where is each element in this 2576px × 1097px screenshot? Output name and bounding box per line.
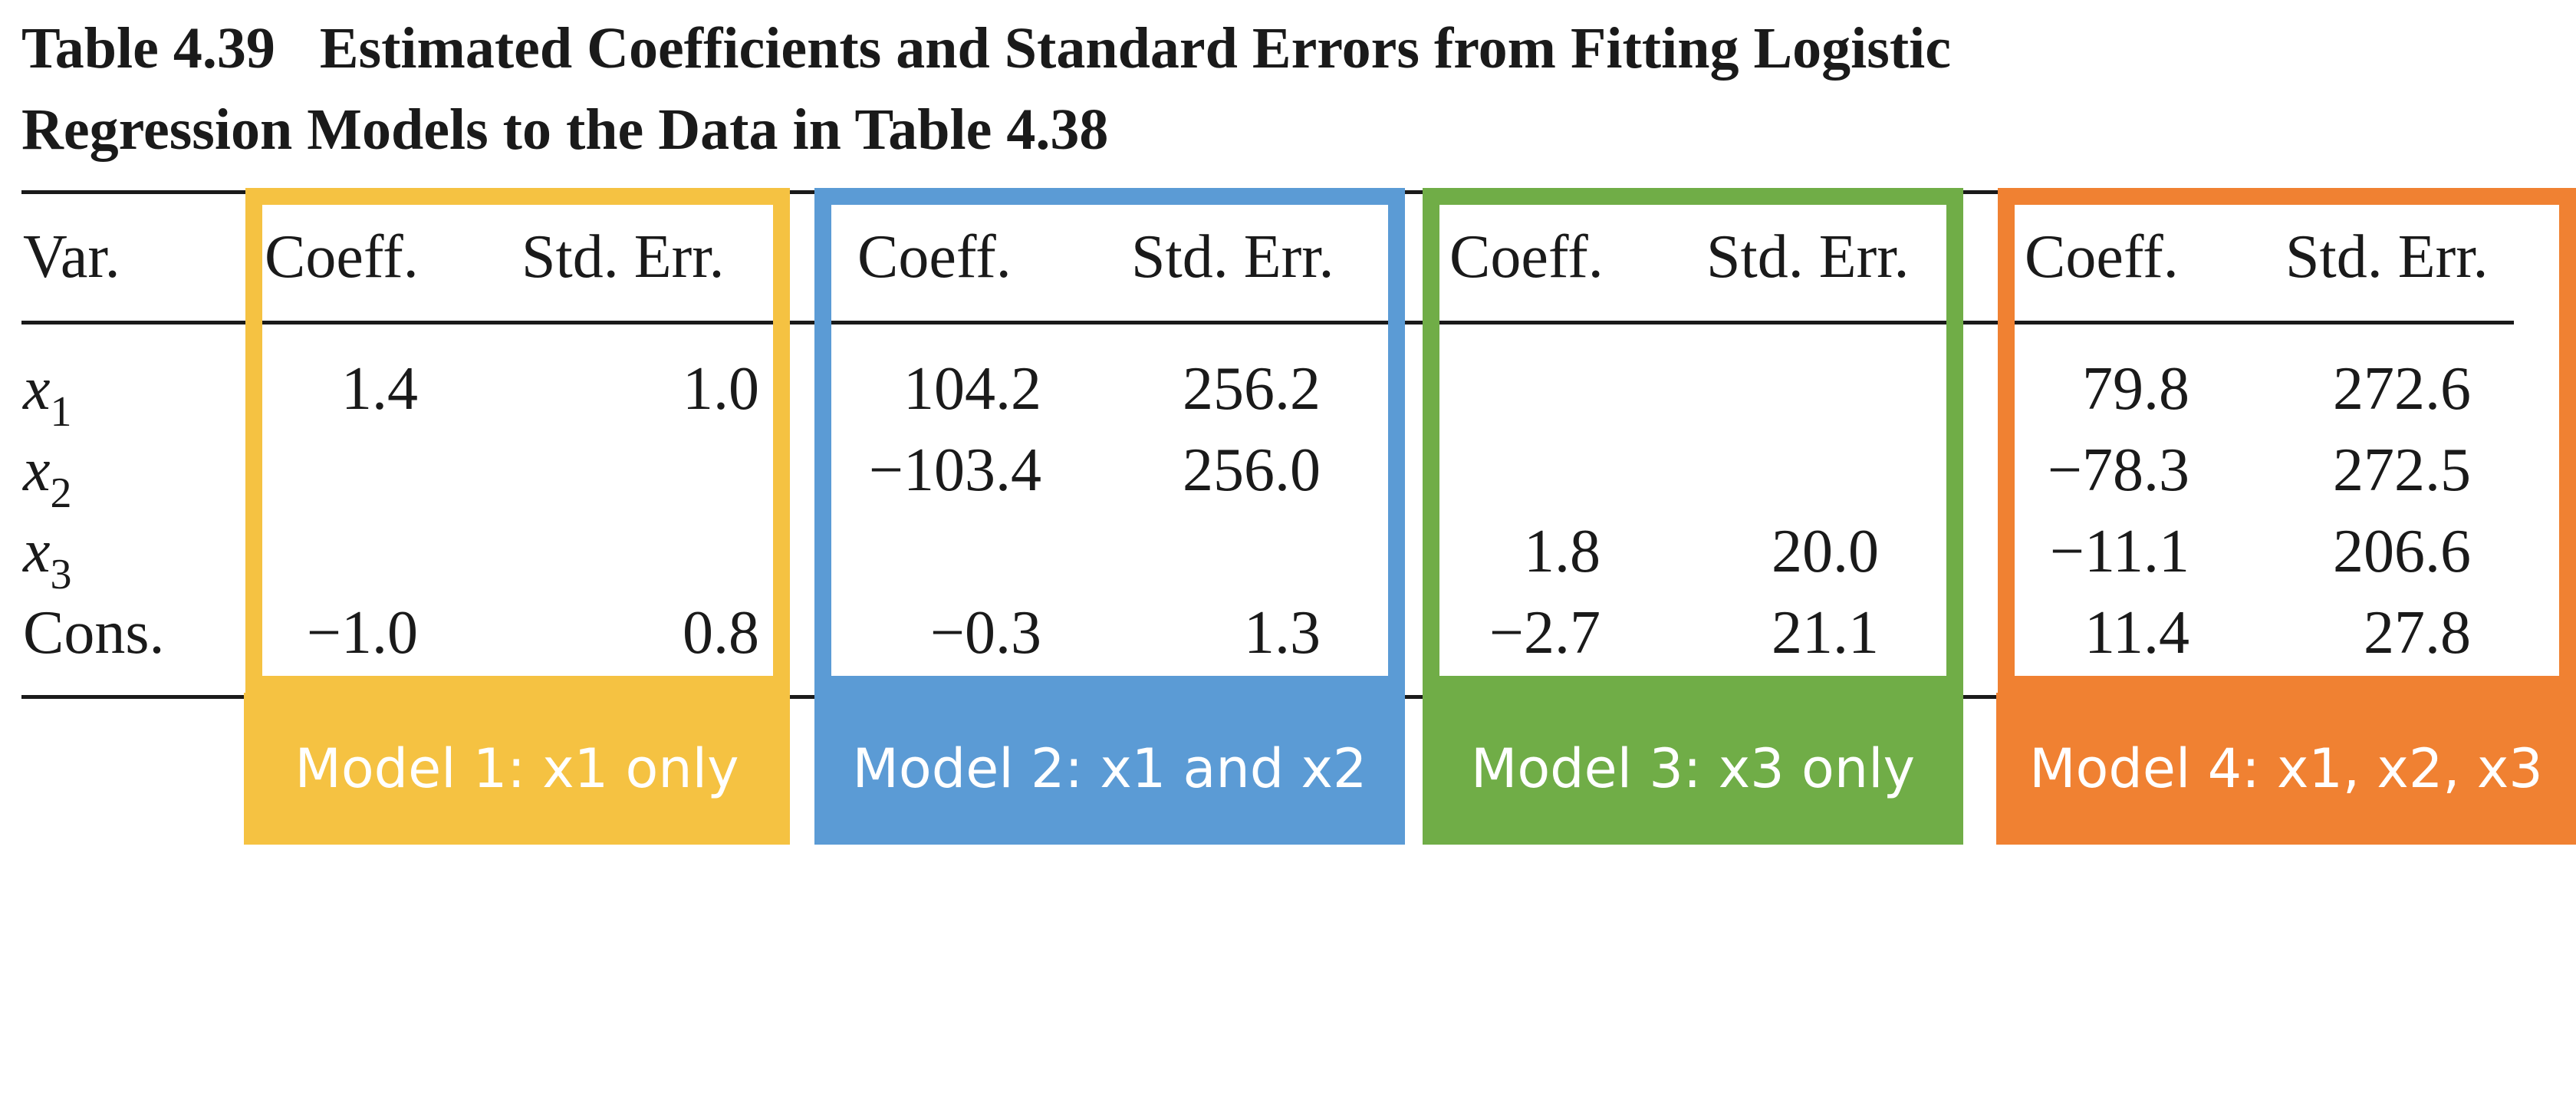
variable-subscript: 3 [50,551,72,598]
model-1-label: Model 1: x1 only [244,693,790,845]
table-caption: Table 4.39 Estimated Coefficients and Sta… [21,8,2399,170]
variable-label: x2 [23,436,72,528]
variable-label: x3 [23,517,72,609]
model-1-coeff-cell: 1.4 [341,355,418,423]
header-rule [21,321,2514,324]
model-2-frame [814,188,1405,693]
model-1-header-coeff: Coeff. [265,223,419,291]
variable-base: x [23,436,51,504]
model-3-header-stderr: Std. Err. [1706,223,1910,291]
model-4-header-stderr: Std. Err. [2285,223,2489,291]
model-1-header-stderr: Std. Err. [521,223,725,291]
variable-label: Cons. [23,599,165,667]
model-1-coeff-cell: −1.0 [306,599,418,667]
model-4-frame [1998,188,2576,693]
model-4-stderr-cell: 272.5 [2333,436,2471,504]
model-3-stderr-cell: 21.1 [1772,599,1879,667]
model-2-label: Model 2: x1 and x2 [814,693,1405,845]
model-2-header-stderr: Std. Err. [1131,223,1334,291]
header-var: Var. [23,223,120,291]
model-4-stderr-cell: 27.8 [2364,599,2471,667]
model-4-coeff-cell: 79.8 [2082,355,2189,423]
model-2-coeff-cell: −103.4 [868,436,1041,504]
model-3-label: Model 3: x3 only [1423,693,1963,845]
model-1-stderr-cell: 0.8 [683,599,759,667]
model-3-coeff-cell: 1.8 [1524,518,1601,585]
caption-text-1: Estimated Coefficients and Standard Erro… [319,16,1952,81]
model-4-header-coeff: Coeff. [2025,223,2179,291]
model-4-coeff-cell: 11.4 [2084,599,2189,667]
caption-line-2: Regression Models to the Data in Table 4… [21,97,1109,162]
model-3-header-coeff: Coeff. [1449,223,1604,291]
caption-line-1: Table 4.39 Estimated Coefficients and Sta… [21,8,2399,89]
model-2-stderr-cell: 1.3 [1244,599,1321,667]
model-2-stderr-cell: 256.2 [1183,355,1321,423]
model-2-coeff-cell: −0.3 [929,599,1041,667]
model-2-coeff-cell: 104.2 [903,355,1041,423]
table-number: Table 4.39 [21,16,275,81]
variable-base: x [23,355,51,423]
model-2-header-coeff: Coeff. [857,223,1012,291]
variable-base: x [23,518,51,585]
model-1-stderr-cell: 1.0 [683,355,759,423]
model-3-frame [1423,188,1963,693]
variable-subscript: 1 [50,388,72,436]
model-4-stderr-cell: 272.6 [2333,355,2471,423]
model-4-coeff-cell: −11.1 [2049,518,2189,585]
model-3-coeff-cell: −2.7 [1489,599,1601,667]
model-4-stderr-cell: 206.6 [2333,518,2471,585]
variable-label: x1 [23,354,72,446]
model-4-coeff-cell: −78.3 [2047,436,2189,504]
model-2-stderr-cell: 256.0 [1183,436,1321,504]
model-3-stderr-cell: 20.0 [1772,518,1879,585]
model-4-label: Model 4: x1, x2, x3 [1996,693,2576,845]
model-1-frame [245,188,790,693]
variable-subscript: 2 [50,469,72,517]
